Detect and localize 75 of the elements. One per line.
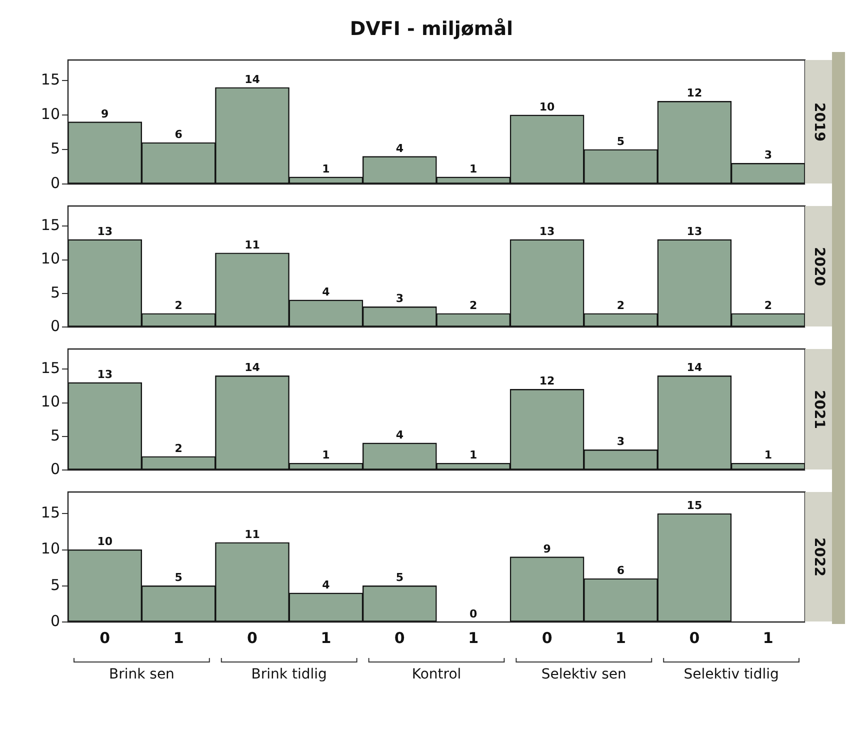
data-label: 3 [764,148,772,162]
data-label: 2 [174,298,182,312]
y2-axis-title: 2021 [810,390,827,429]
text: Brink sen [108,666,174,683]
y2-axis-title: 2019 [810,102,827,142]
y-tick-label: 15 [40,359,60,378]
data-label: 1 [764,448,772,462]
text: Selektiv tidlig [684,666,779,683]
data-label: 14 [686,361,702,374]
data-label: 12 [539,374,555,388]
y-tick-label: 0 [50,174,60,192]
x-tick-label: 1 [320,628,332,647]
data-label: 14 [244,72,260,86]
data-label: 13 [97,224,113,238]
data-label: 11 [244,238,260,252]
data-label: 9 [101,107,109,120]
y-tick-label: 0 [50,316,60,335]
data-label: 5 [174,571,182,584]
y-tick-label: 10 [40,105,60,123]
data-label: 3 [396,292,404,306]
y-tick-label: 5 [50,283,60,302]
y-tick-label: 15 [40,216,60,234]
data-label: 2 [616,298,625,312]
y2-axis-title: 2022 [810,538,827,576]
data-label: 4 [322,285,330,298]
y-tick-label: 5 [50,139,60,158]
data-label: 10 [97,535,113,548]
y2-axis-title: 2020 [810,247,827,286]
y-tick-label: 10 [40,540,60,558]
text: Brink tidlig [251,666,327,683]
data-label: 5 [616,134,625,148]
y-tick-label: 15 [40,70,60,89]
data-label: 5 [396,571,404,584]
data-label: 13 [686,224,702,238]
x-tick-label: 1 [468,628,479,647]
x-tick-label: 0 [394,628,405,647]
y-tick-label: 5 [50,576,60,594]
data-label: 13 [97,368,113,381]
data-label: 2 [470,298,478,312]
data-label: 4 [396,428,404,442]
data-label: 1 [470,162,478,176]
data-label: 0 [470,607,478,620]
data-label: 1 [322,448,330,462]
data-label: 4 [322,578,330,592]
chart-title: DVFI - miljømål [348,18,514,40]
x-tick-label: 1 [173,628,184,647]
data-label: 4 [396,142,404,155]
x-tick-label: 0 [542,628,552,647]
y-tick-label: 5 [50,426,60,444]
y-tick-label: 0 [50,460,60,478]
data-label: 2 [764,298,772,312]
data-label: 15 [686,499,702,512]
y-tick-label: 0 [50,612,60,630]
data-label: 14 [244,361,260,374]
data-label: 10 [539,100,556,114]
text: Selektiv sen [541,666,626,683]
y-tick-label: 10 [40,392,60,411]
data-label: 12 [686,86,702,100]
data-label: 6 [616,564,625,578]
x-tick-label: 1 [762,628,774,647]
data-label: 3 [616,435,625,448]
x-tick-label: 0 [100,628,110,647]
data-label: 2 [174,442,182,455]
x-tick-label: 0 [689,628,700,647]
data-label: 1 [322,162,330,176]
x-tick-label: 0 [247,628,258,647]
data-label: 6 [174,128,183,142]
y-tick-label: 15 [40,504,60,522]
data-label: 13 [539,224,555,238]
data-label: 1 [470,448,478,462]
x-tick-label: 1 [616,628,626,647]
text: Kontrol [412,666,462,683]
data-label: 9 [543,542,551,556]
y-tick-label: 10 [40,250,60,268]
data-label: 11 [244,528,260,541]
